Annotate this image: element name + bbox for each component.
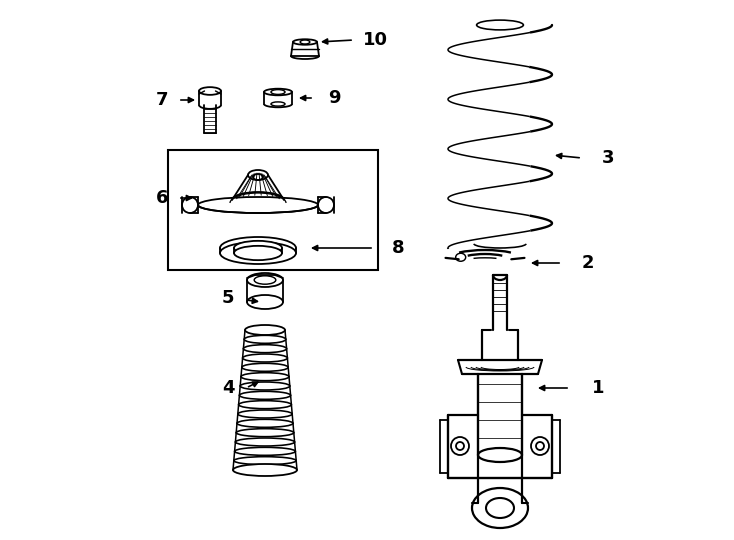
Ellipse shape (220, 242, 296, 264)
Ellipse shape (241, 363, 288, 372)
Bar (168, 150, 378, 270)
Ellipse shape (318, 197, 334, 213)
Ellipse shape (235, 447, 295, 455)
Text: 9: 9 (328, 89, 341, 107)
Ellipse shape (244, 345, 286, 353)
Ellipse shape (254, 276, 276, 284)
Ellipse shape (293, 39, 317, 45)
Ellipse shape (247, 273, 283, 287)
Ellipse shape (244, 335, 286, 343)
Ellipse shape (264, 89, 292, 95)
Ellipse shape (271, 102, 285, 106)
Ellipse shape (234, 241, 282, 255)
Ellipse shape (300, 40, 310, 44)
Ellipse shape (271, 90, 285, 94)
Text: 5: 5 (222, 289, 234, 307)
Ellipse shape (198, 197, 318, 213)
Ellipse shape (241, 373, 289, 381)
Ellipse shape (234, 457, 297, 464)
Ellipse shape (238, 410, 292, 418)
Ellipse shape (233, 464, 297, 476)
Text: 4: 4 (222, 379, 234, 397)
Ellipse shape (245, 325, 285, 335)
Ellipse shape (236, 429, 294, 437)
Ellipse shape (234, 246, 282, 260)
Ellipse shape (476, 20, 523, 30)
Text: 1: 1 (592, 379, 604, 397)
Ellipse shape (239, 401, 291, 409)
Text: 10: 10 (363, 31, 388, 49)
Ellipse shape (237, 420, 293, 427)
Text: 2: 2 (582, 254, 595, 272)
Ellipse shape (239, 392, 291, 400)
Ellipse shape (220, 237, 296, 259)
Text: 6: 6 (156, 189, 168, 207)
Ellipse shape (243, 354, 288, 362)
Text: 7: 7 (156, 91, 168, 109)
Ellipse shape (236, 438, 294, 446)
Text: 3: 3 (602, 149, 614, 167)
Ellipse shape (199, 87, 221, 95)
Ellipse shape (182, 197, 198, 213)
Ellipse shape (240, 382, 290, 390)
Text: 8: 8 (392, 239, 404, 257)
